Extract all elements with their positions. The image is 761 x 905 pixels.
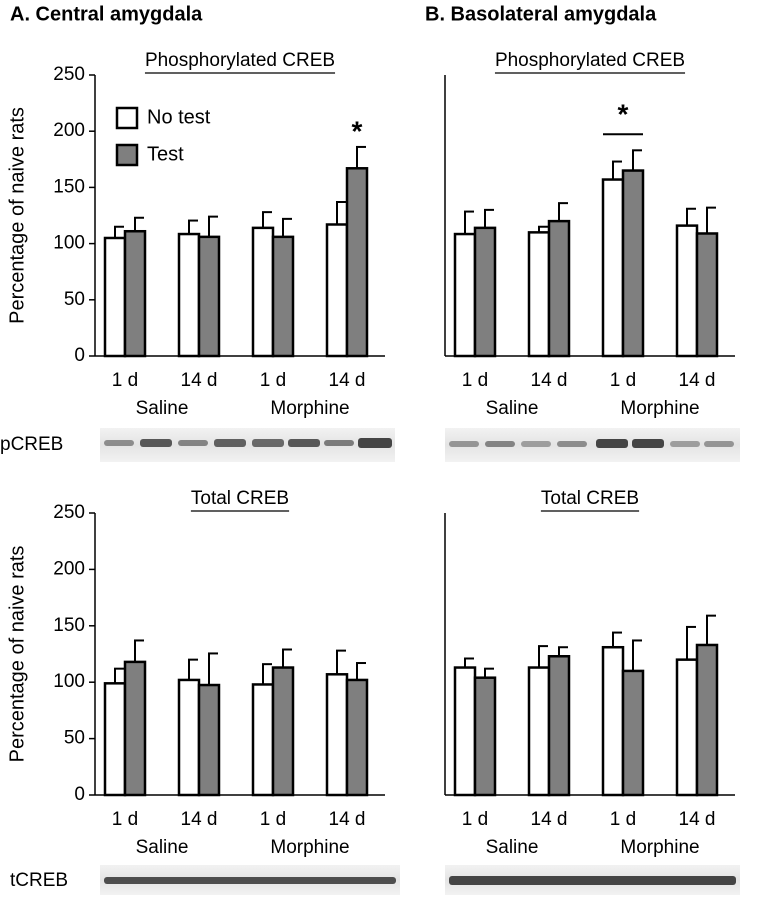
group-label: Morphine bbox=[270, 837, 349, 858]
y-tick-label: 200 bbox=[53, 120, 85, 141]
y-tick-label: 150 bbox=[53, 615, 85, 636]
bar bbox=[345, 678, 369, 797]
x-tick-label: 14 d bbox=[181, 809, 218, 830]
annotation: * bbox=[618, 99, 629, 130]
x-tick-label: 14 d bbox=[679, 809, 716, 830]
chart-title: Total CREB bbox=[541, 488, 639, 509]
bar bbox=[675, 224, 699, 358]
bar bbox=[601, 645, 625, 797]
y-tick-label: 0 bbox=[74, 784, 85, 805]
x-tick-label: 14 d bbox=[531, 370, 568, 391]
x-tick-label: 1 d bbox=[610, 809, 636, 830]
bar bbox=[271, 235, 295, 358]
y-tick-label: 150 bbox=[53, 176, 85, 197]
bar bbox=[251, 683, 275, 797]
bar bbox=[527, 666, 551, 797]
x-tick-label: 1 d bbox=[610, 370, 636, 391]
group-label: Saline bbox=[136, 398, 189, 419]
y-tick-label: 100 bbox=[53, 233, 85, 254]
bar bbox=[123, 229, 147, 358]
legend-swatch bbox=[115, 106, 139, 130]
bar bbox=[695, 643, 719, 797]
legend-label: No test bbox=[147, 106, 211, 128]
annotation: * bbox=[352, 115, 363, 146]
bar bbox=[345, 167, 369, 358]
bar bbox=[621, 669, 645, 797]
group-label: Saline bbox=[486, 398, 539, 419]
y-tick-label: 50 bbox=[64, 289, 85, 310]
bar bbox=[325, 223, 349, 358]
y-axis-label: Percentage of naive rats bbox=[6, 546, 28, 763]
chart-title: Phosphorylated CREB bbox=[145, 50, 335, 71]
bar bbox=[695, 232, 719, 358]
bar bbox=[197, 683, 221, 797]
bar bbox=[123, 660, 147, 797]
bar bbox=[675, 658, 699, 797]
x-tick-label: 1 d bbox=[260, 809, 286, 830]
bar bbox=[621, 169, 645, 358]
bar bbox=[453, 232, 477, 358]
blot-label: pCREB bbox=[0, 434, 63, 455]
x-tick-label: 14 d bbox=[181, 370, 218, 391]
panel-title: B. Basolateral amygdala bbox=[425, 3, 657, 25]
x-tick-label: 14 d bbox=[329, 809, 366, 830]
group-label: Morphine bbox=[270, 398, 349, 419]
group-label: Morphine bbox=[620, 837, 699, 858]
legend-swatch bbox=[115, 143, 139, 167]
y-axis-label: Percentage of naive rats bbox=[6, 107, 28, 324]
bar bbox=[547, 219, 571, 358]
chart-title: Total CREB bbox=[191, 488, 289, 509]
bar bbox=[453, 666, 477, 797]
bar bbox=[527, 231, 551, 358]
y-tick-label: 250 bbox=[53, 64, 85, 85]
bar bbox=[177, 678, 201, 797]
blot-image bbox=[100, 428, 740, 895]
y-tick-label: 100 bbox=[53, 671, 85, 692]
x-tick-label: 1 d bbox=[112, 370, 138, 391]
y-tick-label: 0 bbox=[74, 345, 85, 366]
panel-title: A. Central amygdala bbox=[10, 3, 203, 25]
bar bbox=[547, 655, 571, 797]
x-tick-label: 14 d bbox=[531, 809, 568, 830]
y-tick-label: 200 bbox=[53, 558, 85, 579]
x-tick-label: 1 d bbox=[462, 809, 488, 830]
bar bbox=[251, 226, 275, 358]
y-tick-label: 250 bbox=[53, 502, 85, 523]
bar bbox=[325, 673, 349, 797]
bar bbox=[197, 235, 221, 358]
bar bbox=[177, 232, 201, 358]
x-tick-label: 1 d bbox=[462, 370, 488, 391]
legend-label: Test bbox=[147, 143, 184, 165]
group-label: Morphine bbox=[620, 398, 699, 419]
bar bbox=[271, 666, 295, 797]
bar bbox=[103, 682, 127, 797]
group-label: Saline bbox=[486, 837, 539, 858]
x-tick-label: 14 d bbox=[679, 370, 716, 391]
blot-label: tCREB bbox=[10, 870, 68, 891]
bar bbox=[473, 676, 497, 797]
bar bbox=[103, 236, 127, 358]
x-tick-label: 14 d bbox=[329, 370, 366, 391]
x-tick-label: 1 d bbox=[260, 370, 286, 391]
y-tick-label: 50 bbox=[64, 728, 85, 749]
group-label: Saline bbox=[136, 837, 189, 858]
bar bbox=[601, 178, 625, 358]
x-tick-label: 1 d bbox=[112, 809, 138, 830]
bar bbox=[473, 226, 497, 358]
chart-title: Phosphorylated CREB bbox=[495, 50, 685, 71]
